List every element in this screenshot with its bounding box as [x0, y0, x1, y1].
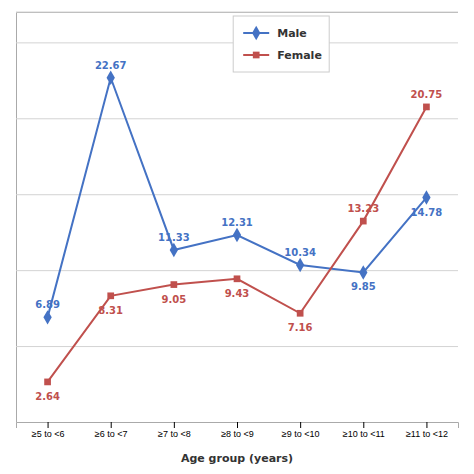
grid-line	[16, 346, 458, 347]
x-tick: ≥11 to <12	[406, 422, 448, 439]
point-marker	[107, 292, 114, 299]
point-marker	[423, 104, 430, 111]
x-tick: ≥9 to <10	[282, 422, 320, 439]
data-label: 13.23	[347, 203, 379, 214]
point-marker	[171, 281, 178, 288]
y-axis-line	[17, 13, 459, 423]
x-tick: ≥5 to <6	[32, 422, 65, 439]
grid-line	[16, 118, 458, 119]
x-tick: ≥8 to <9	[221, 422, 254, 439]
y-tick	[16, 118, 458, 119]
x-tick-mark	[174, 422, 175, 428]
legend-label: Female	[277, 49, 322, 62]
point-marker	[297, 310, 304, 317]
x-tick-mark	[426, 422, 427, 428]
series-line	[48, 78, 427, 318]
y-tick	[16, 194, 458, 195]
legend-item: Female	[243, 49, 322, 62]
series-line	[48, 107, 427, 382]
y-tick	[16, 346, 458, 347]
legend-item: Male	[243, 26, 307, 40]
y-tick	[16, 270, 458, 271]
legend-marker	[252, 26, 260, 40]
marks-inner	[43, 71, 430, 386]
x-tick-label: ≥10 to <11	[343, 429, 385, 439]
x-tick-label: ≥6 to <7	[95, 429, 128, 439]
legend-label: Male	[277, 27, 307, 40]
point-marker	[44, 379, 51, 386]
x-axis: ≥5 to <6 ≥6 to <7 ≥7 to <8 ≥8 to <9 ≥9 to <1…	[17, 422, 459, 439]
data-label: 11.33	[158, 232, 190, 243]
data-labels: 6.8922.6711.3312.3110.349.8514.782.648.3…	[35, 60, 442, 402]
chart: ≥5 to <6 ≥6 to <7 ≥7 to <8 ≥8 to <9 ≥9 to <1…	[0, 0, 474, 474]
data-label: 2.64	[35, 391, 60, 402]
x-tick-label: ≥8 to <9	[221, 429, 254, 439]
point-marker	[233, 228, 241, 242]
x-tick-mark	[111, 422, 112, 428]
legend-box	[233, 16, 329, 72]
legend: Male Female	[233, 16, 329, 72]
data-label: 12.31	[221, 217, 253, 228]
point-marker	[234, 275, 241, 282]
grid-line	[16, 194, 458, 195]
data-label: 9.05	[162, 294, 187, 305]
point-marker	[359, 265, 367, 279]
data-label: 22.67	[95, 60, 127, 71]
data-label: 7.16	[288, 322, 313, 333]
data-label: 9.85	[351, 281, 376, 292]
x-tick: ≥7 to <8	[158, 422, 191, 439]
data-label: 9.43	[225, 288, 250, 299]
data-label: 10.34	[284, 247, 316, 258]
point-marker	[360, 218, 367, 225]
x-tick-mark	[48, 422, 49, 428]
point-marker	[170, 243, 178, 257]
x-axis-title: Age group (years)	[181, 452, 293, 465]
x-tick-mark	[363, 422, 364, 428]
x-tick: ≥10 to <11	[343, 422, 385, 439]
grid-line	[16, 270, 458, 271]
plot: ≥5 to <6 ≥6 to <7 ≥7 to <8 ≥8 to <9 ≥9 to <1…	[16, 12, 459, 465]
x-tick: ≥6 to <7	[95, 422, 128, 439]
x-tick-label: ≥9 to <10	[282, 429, 320, 439]
marks	[43, 71, 430, 386]
x-tick-mark	[237, 422, 238, 428]
x-tick-label: ≥11 to <12	[406, 429, 448, 439]
legend-marker	[253, 52, 260, 59]
point-marker	[107, 71, 115, 85]
plot-frame-top	[16, 12, 458, 13]
x-axis-line	[17, 423, 459, 429]
point-marker	[296, 258, 304, 272]
x-tick-label: ≥5 to <6	[32, 429, 65, 439]
y-axis	[16, 13, 458, 423]
point-marker	[422, 190, 430, 204]
x-tick-label: ≥7 to <8	[158, 429, 191, 439]
data-label: 6.89	[35, 299, 60, 310]
point-marker	[43, 310, 51, 324]
data-label: 20.75	[411, 89, 443, 100]
x-tick-mark	[300, 422, 301, 428]
